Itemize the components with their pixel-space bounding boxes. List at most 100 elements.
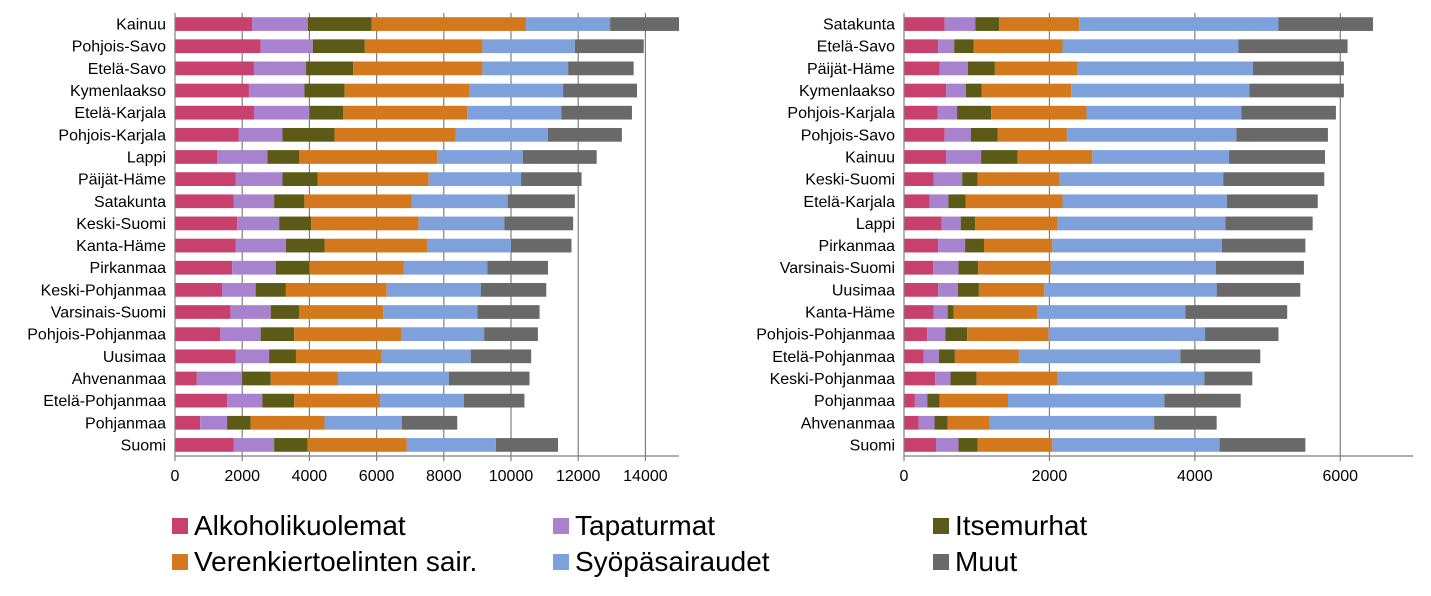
category-label: Kainuu: [116, 17, 166, 34]
category-label: Etelä-Pohjanmaa: [43, 393, 166, 410]
bar-segment-syopasairaudet: [386, 283, 481, 297]
bar-segment-verenkiertoelinten-sair: [939, 393, 1008, 408]
category-label: Suomi: [121, 437, 166, 454]
bar-segment-itsemurhat: [279, 216, 312, 231]
bar-segment-syopasairaudet: [1048, 327, 1206, 342]
bar-segment-verenkiertoelinten-sair: [285, 283, 387, 297]
bar-segment-alkoholikuolemat: [904, 61, 940, 76]
bar-segment-syopasairaudet: [1057, 216, 1226, 231]
bar-segment-tapaturmat: [938, 39, 955, 54]
bar-segment-syopasairaudet: [1007, 393, 1165, 408]
bar-segment-syopasairaudet: [381, 349, 471, 364]
bar-segment-muut: [470, 349, 532, 364]
bar-segment-alkoholikuolemat: [175, 216, 238, 231]
bar-segment-muut: [1225, 216, 1313, 231]
bar-segment-muut: [1249, 83, 1344, 98]
bar-segment-tapaturmat: [196, 371, 243, 386]
bar-segment-itsemurhat: [304, 83, 345, 98]
category-label: Keski-Pohjanmaa: [770, 371, 896, 388]
category-label: Päijät-Häme: [807, 61, 895, 78]
category-label: Kymenlaakso: [70, 83, 166, 100]
bar-segment-itsemurhat: [965, 238, 984, 253]
bar-segment-muut: [547, 127, 622, 142]
bar-segment-tapaturmat: [935, 371, 951, 386]
bar-segment-itsemurhat: [970, 127, 998, 142]
legend-label-syopasairaudet: Syöpäsairaudet: [575, 546, 770, 577]
bar-segment-itsemurhat: [312, 39, 365, 54]
bar-segment-alkoholikuolemat: [904, 238, 939, 253]
bar-segment-itsemurhat: [967, 61, 995, 76]
bar-segment-tapaturmat: [929, 194, 949, 209]
x-tick-label: 12000: [556, 468, 601, 485]
bar-segment-alkoholikuolemat: [904, 371, 936, 386]
bar-segment-itsemurhat: [260, 327, 295, 342]
bar-segment-tapaturmat: [235, 349, 270, 364]
x-tick-label: 6000: [1322, 468, 1358, 485]
bar-segment-verenkiertoelinten-sair: [309, 260, 404, 275]
category-label: Etelä-Savo: [817, 39, 895, 56]
category-label: Ahvenanmaa: [801, 415, 895, 432]
bar-segment-tapaturmat: [923, 349, 939, 364]
category-label: Varsinais-Suomi: [51, 305, 166, 322]
bar-segment-muut: [1236, 127, 1328, 142]
legend-item-muut: Muut: [933, 542, 1017, 582]
bar-segment-muut: [1180, 349, 1261, 364]
bar-segment-itsemurhat: [309, 105, 343, 120]
bar-segment-syopasairaudet: [1062, 194, 1227, 209]
bar-segment-syopasairaudet: [989, 415, 1155, 430]
bar-segment-verenkiertoelinten-sair: [304, 194, 412, 209]
bar-segment-muut: [507, 194, 575, 209]
bar-segment-tapaturmat: [200, 415, 228, 430]
bar-segment-itsemurhat: [934, 415, 948, 430]
bar-segment-itsemurhat: [255, 283, 286, 297]
x-tick-label: 14000: [623, 468, 668, 485]
bar-segment-muut: [522, 150, 597, 164]
bar-segment-verenkiertoelinten-sair: [983, 238, 1053, 253]
bar-segment-tapaturmat: [217, 150, 268, 164]
bar-segment-alkoholikuolemat: [904, 216, 942, 231]
bar-segment-itsemurhat: [948, 194, 966, 209]
bar-segment-itsemurhat: [267, 150, 300, 164]
bar-segment-muut: [1215, 260, 1304, 275]
bar-segment-syopasairaudet: [379, 393, 464, 408]
bar-segment-verenkiertoelinten-sair: [977, 172, 1060, 186]
bar-segment-alkoholikuolemat: [904, 393, 915, 408]
bar-segment-alkoholikuolemat: [175, 371, 197, 386]
chart-1: Kainuu Pohjois-Savo Etelä-Savo Kymenlaakso E…: [27, 13, 679, 485]
category-label: Varsinais-Suomi: [780, 260, 895, 277]
bar-segment-tapaturmat: [938, 283, 958, 297]
bar-segment-itsemurhat: [958, 260, 979, 275]
bar-segment-tapaturmat: [927, 327, 946, 342]
legend-label-verenkiertoelinten: Verenkiertoelinten sair.: [194, 546, 478, 577]
bar-segment-verenkiertoelinten-sair: [994, 61, 1078, 76]
bar-segment-muut: [504, 216, 574, 231]
bar-segment-itsemurhat: [262, 393, 295, 408]
bar-segment-verenkiertoelinten-sair: [295, 349, 382, 364]
category-label: Pohjois-Karjala: [58, 127, 166, 144]
bar-segment-alkoholikuolemat: [175, 238, 236, 253]
bar-segment-itsemurhat: [274, 438, 308, 452]
category-label: Pirkanmaa: [90, 260, 167, 277]
bar-segment-muut: [574, 39, 644, 54]
category-label: Keski-Pohjanmaa: [41, 282, 167, 299]
bar-segment-alkoholikuolemat: [904, 150, 947, 164]
bar-segment-verenkiertoelinten-sair: [953, 305, 1038, 319]
bar-segment-verenkiertoelinten-sair: [334, 127, 456, 142]
bar-segment-tapaturmat: [232, 260, 276, 275]
category-label: Päijät-Häme: [78, 172, 166, 189]
bar-segment-alkoholikuolemat: [904, 172, 934, 186]
bar-segment-muut: [1238, 39, 1348, 54]
bar-segment-verenkiertoelinten-sair: [344, 83, 469, 98]
bar-segment-tapaturmat: [237, 216, 280, 231]
bar-segment-verenkiertoelinten-sair: [975, 216, 1058, 231]
bar-segment-tapaturmat: [253, 105, 310, 120]
bar-segment-verenkiertoelinten-sair: [317, 172, 429, 186]
bar-segment-syopasairaudet: [1057, 371, 1205, 386]
bar-segment-verenkiertoelinten-sair: [364, 39, 483, 54]
bar-segment-muut: [1253, 61, 1344, 76]
bar-segment-tapaturmat: [941, 216, 961, 231]
bar-segment-itsemurhat: [975, 17, 1000, 31]
bar-segment-muut: [1204, 371, 1253, 386]
bar-segment-syopasairaudet: [437, 150, 523, 164]
bar-segment-alkoholikuolemat: [904, 39, 939, 54]
